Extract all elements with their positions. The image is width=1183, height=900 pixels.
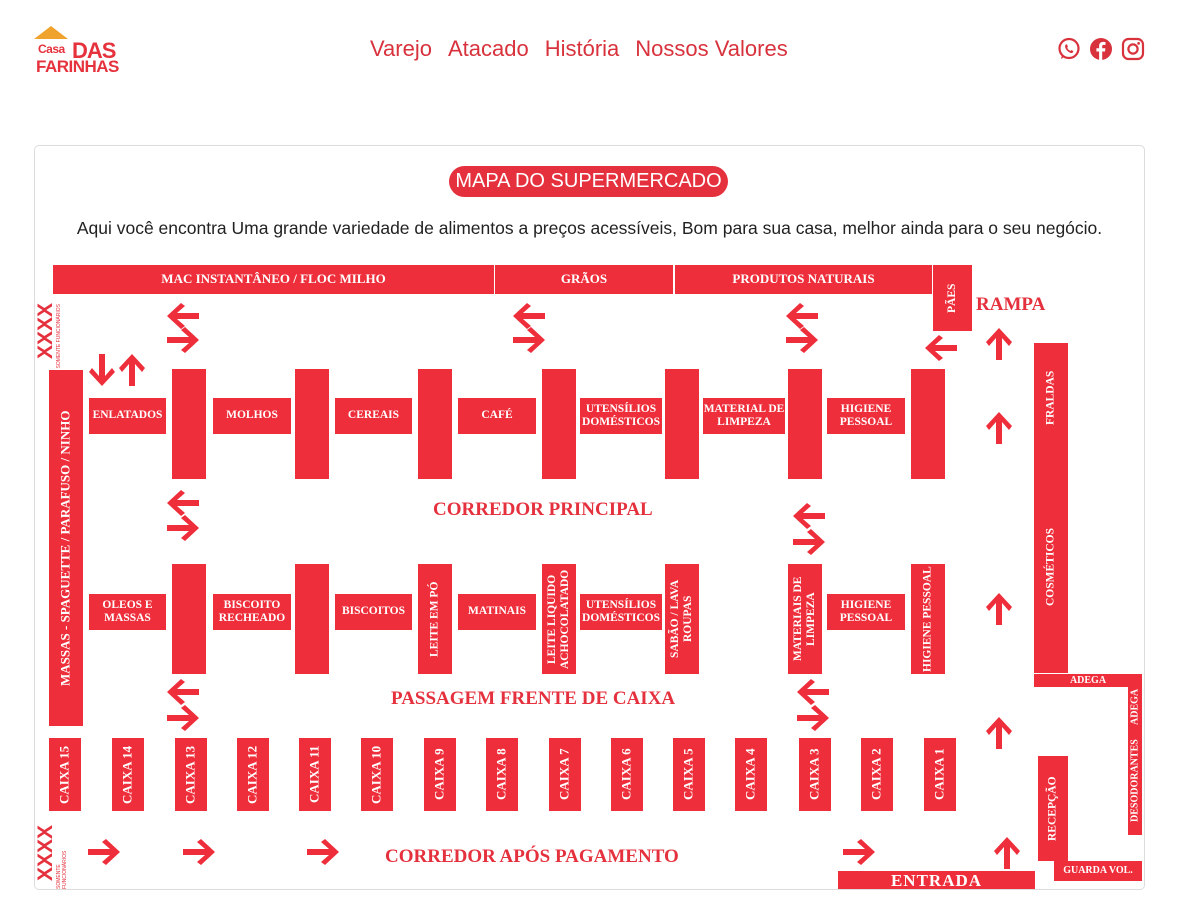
shelf-graos: GRÃOS [494, 265, 673, 294]
gondola-pillar [295, 564, 329, 674]
instagram-icon[interactable] [1121, 37, 1145, 61]
whatsapp-icon[interactable] [1057, 37, 1081, 61]
aisle-matinais: MATINAIS [458, 594, 536, 630]
aisle-sabao: SABÃO / LAVA ROUPAS [665, 564, 699, 674]
aisle-leite-em-po: LEITE EM PÓ [418, 564, 452, 674]
checkout-lane: CAIXA 13 [175, 738, 207, 811]
shelf-adega-side: ADEGA [1128, 687, 1142, 727]
checkout-lane: CAIXA 2 [861, 738, 893, 811]
checkout-lane: CAIXA 14 [112, 738, 144, 811]
logo-word-farinhas: FARINHAS [36, 57, 119, 76]
staff-only-note-bottom: SOMENTE FUNCIONÁRIOS [56, 850, 68, 889]
aisle-molhos: MOLHOS [213, 398, 291, 434]
shelf-massas: MASSAS - SPAGUETTE / PARAFUSO / NINHO [49, 370, 83, 726]
aisle-materiais-limpeza: MATERIAIS DE LIMPEZA [788, 564, 822, 674]
gondola-pillar [911, 369, 945, 479]
map-title: MAPA DO SUPERMERCADO [449, 166, 728, 197]
shelf-fraldas: FRALDAS [1034, 343, 1068, 452]
aisle-higiene-2: HIGIENE PESSOAL [827, 594, 905, 630]
nav-link-nossos-valores[interactable]: Nossos Valores [635, 36, 788, 61]
aisle-enlatados: ENLATADOS [89, 398, 166, 434]
label-corredor-apos-pagamento: CORREDOR APÓS PAGAMENTO [385, 846, 679, 867]
nav-link-atacado[interactable]: Atacado [447, 36, 529, 61]
facebook-icon[interactable] [1089, 37, 1113, 61]
nav-link-varejo[interactable]: Varejo [370, 36, 432, 61]
shelf-desodorantes: DESODORANTES [1128, 727, 1142, 836]
aisle-higiene-1: HIGIENE PESSOAL [827, 398, 905, 434]
social-links [1057, 37, 1145, 61]
label-corredor-principal: CORREDOR PRINCIPAL [433, 499, 653, 520]
logo-word-casa: Casa [38, 42, 65, 56]
logo[interactable]: Casa DAS FARINHAS [34, 26, 119, 78]
store-map: MAC INSTANTÂNEO / FLOC MILHO GRÃOS PRODU… [35, 146, 1144, 889]
label-entrada: ENTRADA [838, 871, 1035, 889]
checkout-lane: CAIXA 3 [799, 738, 831, 811]
aisle-material-limpeza: MATERIAL DE LIMPEZA [703, 398, 785, 434]
shelf-adega-top: ADEGA [1034, 673, 1142, 687]
gondola-pillar [172, 564, 206, 674]
gondola-pillar [542, 369, 576, 479]
staff-only-mark-bottom: XXXX [34, 825, 57, 882]
checkout-lane: CAIXA 8 [486, 738, 518, 811]
label-rampa: RAMPA [976, 294, 1046, 315]
checkout-lane: CAIXA 1 [924, 738, 956, 811]
aisle-leite-liquido: LEITE LIQUIDO ACHOCOLATADO [542, 564, 576, 674]
shelf-mac-instantaneo: MAC INSTANTÂNEO / FLOC MILHO [53, 265, 494, 294]
logo-word-das: DAS [72, 38, 116, 63]
aisle-oleos-massas: OLEOS E MASSAS [89, 594, 166, 630]
supermarket-map-card: MAPA DO SUPERMERCADO Aqui você encontra … [34, 145, 1145, 890]
aisle-higiene-3: HIGIENE PESSOAL [911, 564, 945, 674]
checkout-lane: CAIXA 7 [549, 738, 581, 811]
checkout-lane: CAIXA 9 [424, 738, 456, 811]
gondola-pillar [788, 369, 822, 479]
checkout-lane: CAIXA 15 [49, 738, 81, 811]
aisle-biscoito-recheado: BISCOITO RECHEADO [213, 594, 291, 630]
shelf-produtos-naturais: PRODUTOS NATURAIS [674, 265, 932, 294]
main-nav: Varejo Atacado História Nossos Valores [370, 36, 788, 62]
checkout-lane: CAIXA 10 [361, 738, 393, 811]
map-description: Aqui você encontra Uma grande variedade … [76, 218, 1103, 238]
label-passagem-caixa: PASSAGEM FRENTE DE CAIXA [391, 688, 676, 709]
aisle-utensilios-2: UTENSÍLIOS DOMÉSTICOS [580, 594, 662, 630]
checkout-lane: CAIXA 4 [735, 738, 767, 811]
checkout-lane: CAIXA 6 [611, 738, 643, 811]
shelf-cosmeticos: COSMÉTICOS [1034, 452, 1068, 684]
staff-only-mark-top: XXXX [34, 303, 57, 360]
guarda-volumes: GUARDA VOL. [1054, 861, 1142, 881]
gondola-pillar [418, 369, 452, 479]
gondola-pillar [295, 369, 329, 479]
logo-roof-icon [34, 26, 68, 39]
shelf-paes: PÃES [933, 265, 972, 331]
gondola-pillar [665, 369, 699, 479]
gondola-pillar [172, 369, 206, 479]
site-header: Casa DAS FARINHAS Varejo Atacado Históri… [0, 0, 1183, 100]
aisle-biscoitos: BISCOITOS [335, 594, 412, 630]
aisle-utensilios-1: UTENSÍLIOS DOMÉSTICOS [580, 398, 662, 434]
checkout-lane: CAIXA 12 [237, 738, 269, 811]
aisle-cafe: CAFÉ [458, 398, 536, 434]
staff-only-note-top: SOMENTE FUNCIONÁRIOS [56, 304, 62, 369]
aisle-cereais: CEREAIS [335, 398, 412, 434]
nav-link-historia[interactable]: História [544, 36, 620, 61]
checkout-lane: CAIXA 11 [299, 738, 331, 811]
reception: RECEPÇÃO [1038, 756, 1068, 861]
checkout-lane: CAIXA 5 [673, 738, 705, 811]
